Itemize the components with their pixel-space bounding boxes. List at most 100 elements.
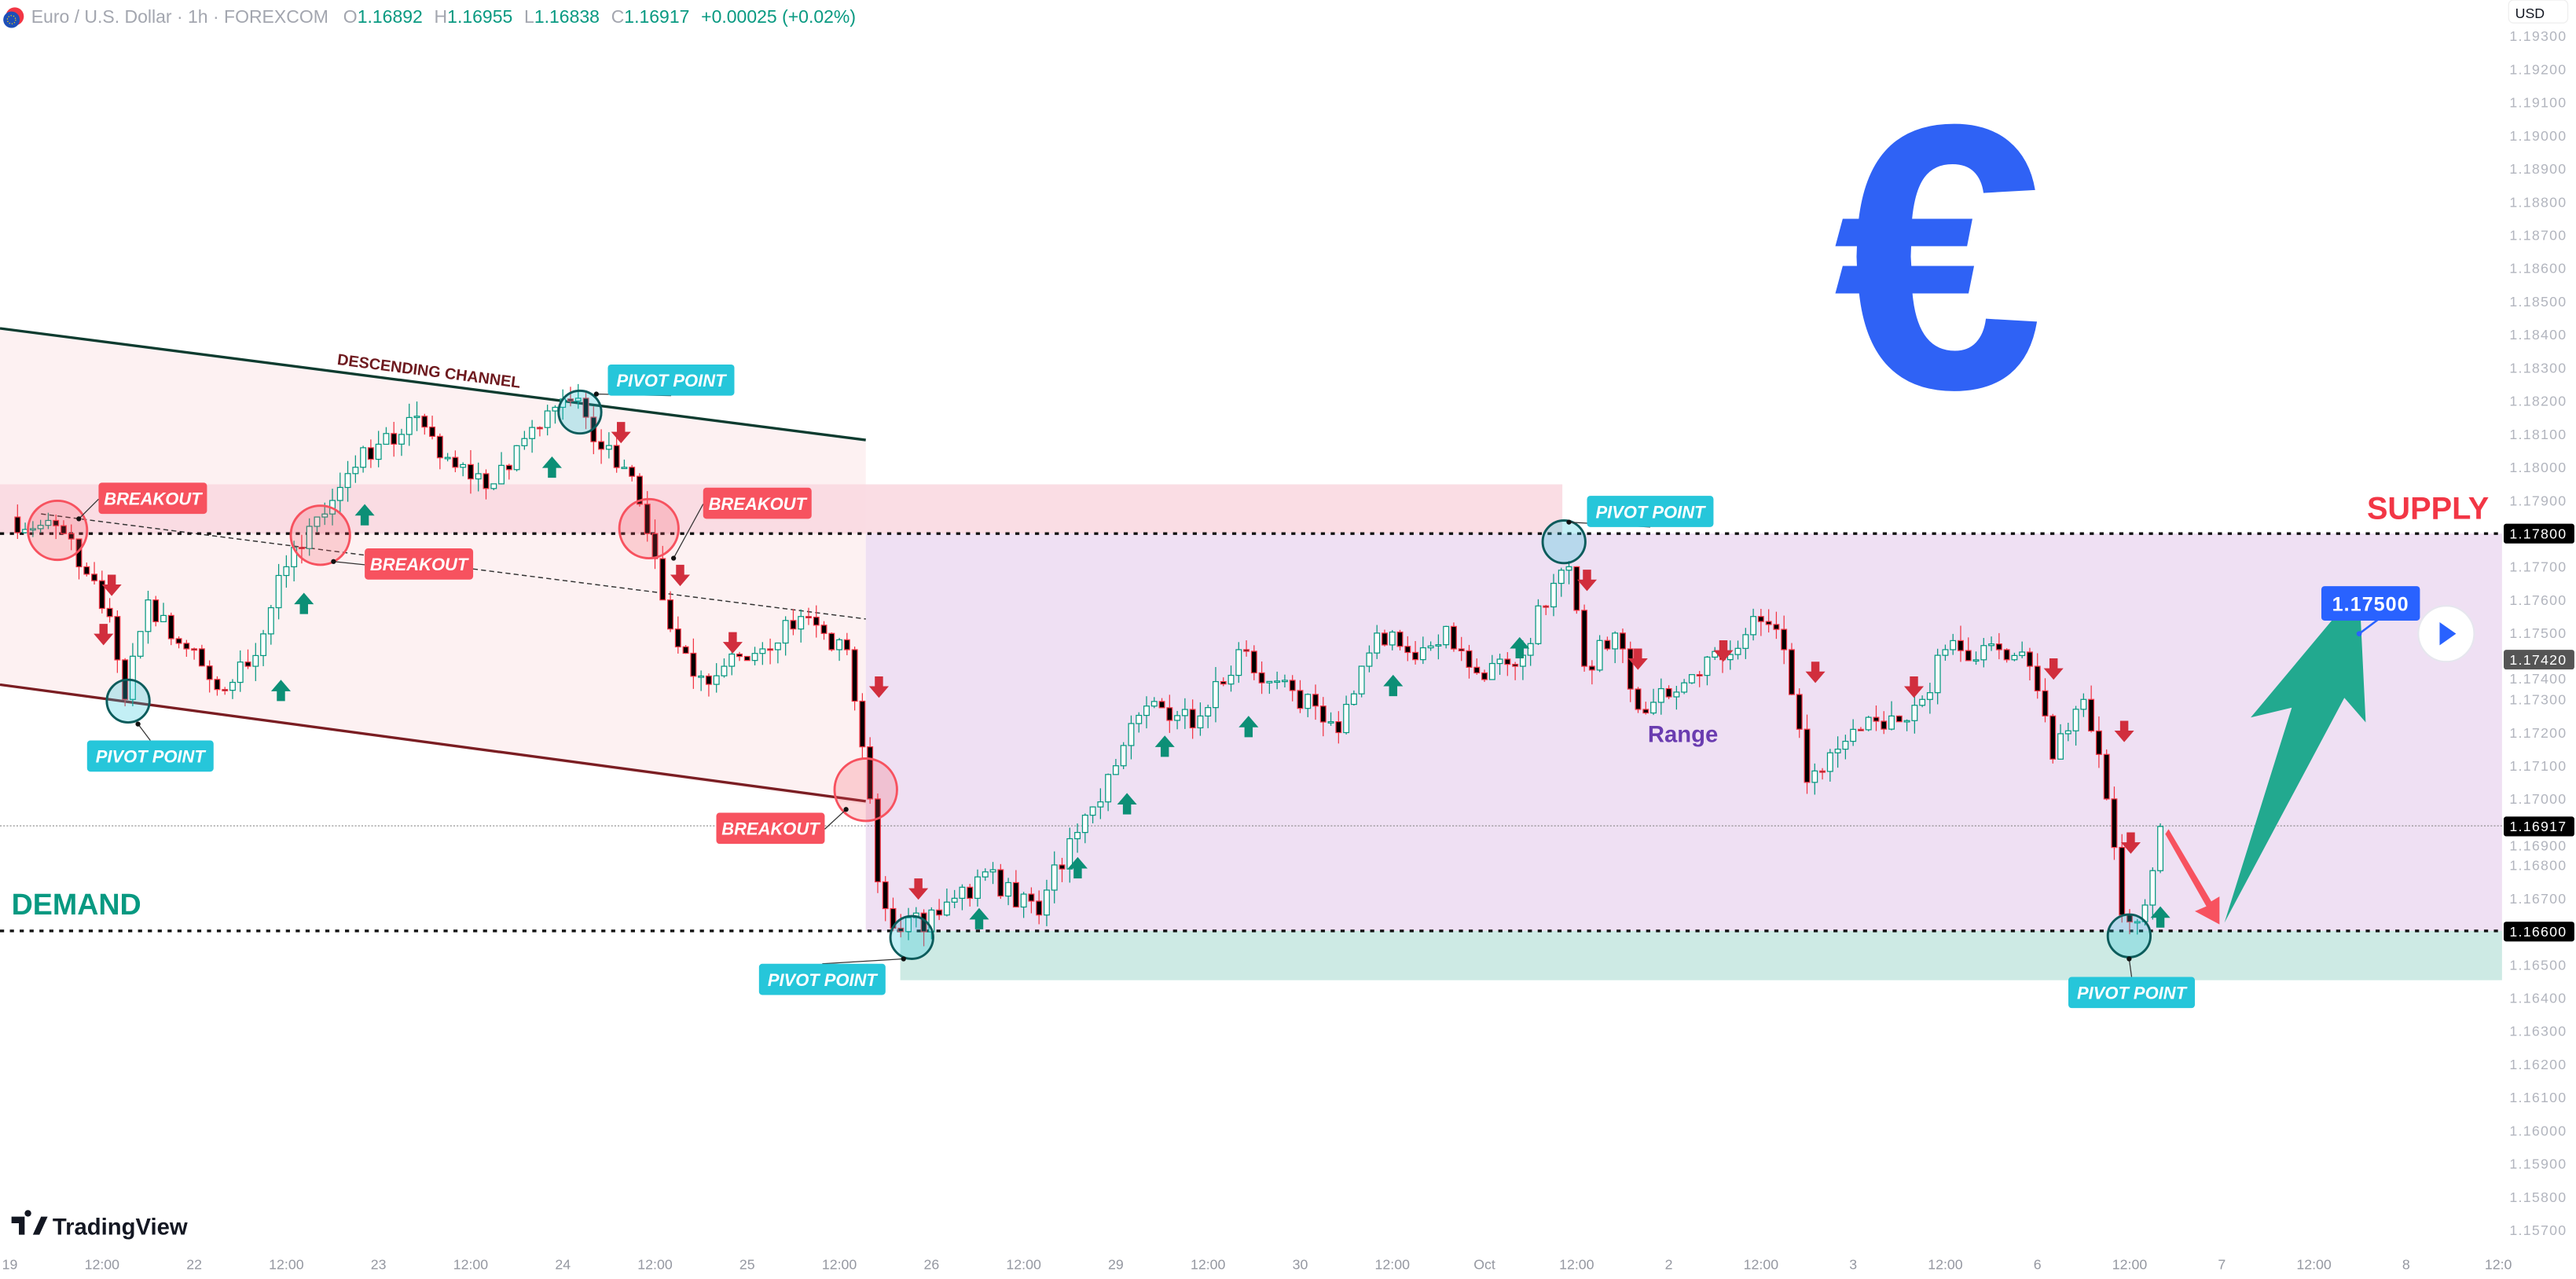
candle — [475, 462, 482, 492]
price-tick-label: 1.16800 — [2509, 858, 2567, 874]
pivot-circle[interactable] — [557, 389, 603, 435]
pivot-circle[interactable] — [2106, 913, 2152, 958]
price-tick-label: 1.18200 — [2509, 394, 2567, 409]
tradingview-logo[interactable]: TradingView — [11, 1210, 188, 1241]
candle — [1958, 625, 1964, 662]
time-tick-label: 12:00 — [2112, 1256, 2148, 1272]
candle — [805, 607, 812, 625]
candle — [129, 643, 136, 706]
pivot-point-label[interactable]: PIVOT POINT — [758, 956, 906, 995]
candles-layer — [14, 383, 2164, 947]
symbol-header[interactable]: Euro / U.S. Dollar · 1h · FOREXCOM O1.16… — [3, 6, 856, 28]
candle — [175, 636, 182, 649]
candle — [705, 673, 712, 697]
price-tick-label: 1.19300 — [2509, 28, 2567, 44]
candle — [1028, 887, 1035, 914]
candle — [1857, 727, 1864, 731]
breakout-circle[interactable] — [289, 504, 351, 566]
time-tick-label: 12:00 — [637, 1256, 673, 1272]
candle — [1796, 688, 1803, 738]
candle — [1020, 892, 1027, 918]
candle — [1450, 622, 1457, 652]
candle — [1327, 712, 1334, 726]
price-tick-label: 1.18400 — [2509, 327, 2567, 343]
candle — [1881, 711, 1888, 735]
candle — [1911, 696, 1918, 734]
candle — [1235, 642, 1242, 683]
candle — [1804, 714, 1811, 794]
candle — [29, 521, 36, 537]
candle — [1642, 702, 1649, 715]
bearish-arrow-icon — [868, 676, 889, 698]
target-price-callout[interactable]: 1.17500 — [2321, 586, 2420, 637]
pivot-point-label[interactable]: PIVOT POINT — [593, 364, 735, 397]
candle — [2149, 867, 2156, 920]
pivot-point-label[interactable]: PIVOT POINT — [2068, 956, 2195, 1009]
candle — [2157, 823, 2164, 874]
candle — [152, 596, 160, 627]
time-tick-label: 25 — [739, 1256, 755, 1272]
currency-button[interactable]: USD — [2508, 0, 2569, 24]
candle — [383, 427, 390, 445]
candle — [1274, 671, 1281, 690]
bullish-arrow-icon — [294, 592, 314, 614]
breakout-circle[interactable] — [27, 499, 89, 562]
breakout-circle[interactable] — [833, 757, 898, 823]
svg-text:1.17800: 1.17800 — [2509, 526, 2567, 541]
candle — [260, 629, 267, 666]
breakout-label[interactable]: BREAKOUT — [76, 482, 207, 522]
breakout-label[interactable]: BREAKOUT — [331, 548, 474, 580]
replay-play-button[interactable] — [2417, 605, 2475, 663]
svg-text:BREAKOUT: BREAKOUT — [104, 489, 203, 509]
pivot-circle[interactable] — [1541, 519, 1587, 565]
channel-top-line[interactable] — [0, 327, 866, 442]
candle — [1581, 604, 1588, 672]
candle — [1604, 636, 1611, 651]
candle — [1988, 636, 1995, 651]
svg-text:TradingView: TradingView — [53, 1215, 188, 1241]
demand-label: DEMAND — [12, 888, 141, 921]
candle — [1120, 742, 1127, 770]
pivot-point-label[interactable]: PIVOT POINT — [86, 721, 214, 772]
candle — [1435, 634, 1442, 660]
candle — [398, 428, 405, 456]
bearish-projection-arrow[interactable] — [2165, 829, 2220, 925]
candle — [167, 612, 174, 646]
candle — [160, 603, 167, 622]
breakout-label[interactable]: BREAKOUT — [716, 807, 849, 845]
price-axis[interactable] — [2501, 23, 2576, 1255]
channel-bottom-line[interactable] — [0, 683, 866, 803]
breakout-label[interactable]: BREAKOUT — [670, 487, 812, 561]
candle — [68, 524, 75, 551]
candle — [1650, 688, 1657, 716]
candle — [1688, 674, 1695, 684]
bullish-projection-arrow[interactable] — [2224, 588, 2366, 923]
candle — [1903, 719, 1910, 731]
candle — [1488, 654, 1495, 680]
candle — [1965, 637, 1972, 661]
candle — [1220, 677, 1227, 687]
svg-text:1.16600: 1.16600 — [2509, 924, 2567, 940]
candle — [1627, 641, 1634, 702]
candle — [1319, 697, 1327, 737]
candle — [2049, 713, 2057, 764]
breakout-circle[interactable] — [618, 497, 680, 560]
svg-text:1.16917: 1.16917 — [2509, 819, 2567, 834]
candle — [467, 449, 474, 494]
candle — [529, 420, 536, 453]
svg-text:1.17420: 1.17420 — [2509, 652, 2567, 668]
candle — [137, 631, 144, 659]
candle — [1358, 665, 1365, 698]
candle — [1765, 609, 1772, 633]
candle — [1227, 665, 1235, 692]
time-tick-label: 12:00 — [85, 1256, 120, 1272]
pivot-circle[interactable] — [105, 678, 151, 724]
pivot-circle[interactable] — [889, 914, 934, 960]
candle — [1895, 715, 1903, 723]
pivot-point-label[interactable]: PIVOT POINT — [1566, 496, 1714, 528]
time-axis[interactable]: 19 12:00 22 12:00 23 12:00 24 12:00 25 12:00 26 12:… — [2, 1256, 2512, 1272]
candle — [1005, 878, 1012, 906]
candle — [974, 869, 981, 907]
bullish-arrow-icon — [1510, 636, 1530, 659]
